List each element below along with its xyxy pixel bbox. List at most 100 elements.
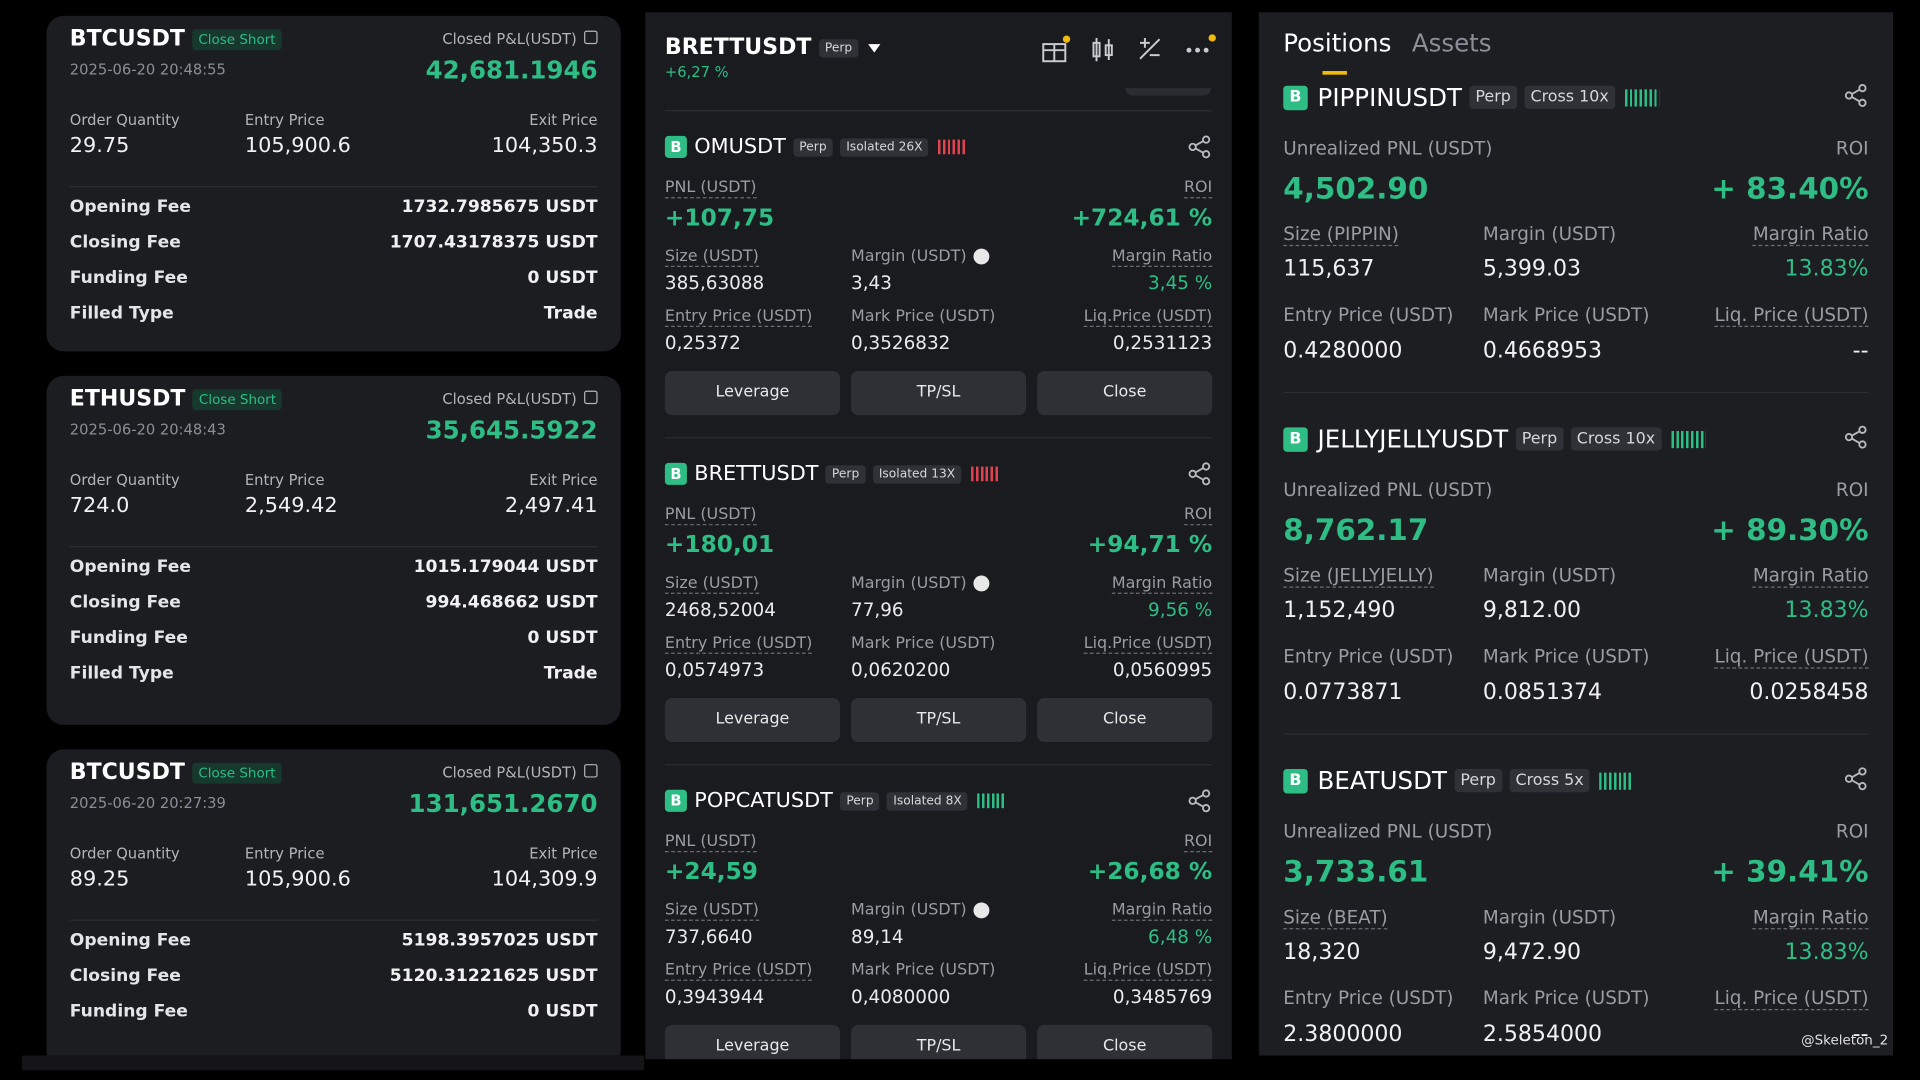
field-label: Entry Price (USDT): [664, 961, 813, 981]
field-label: Liq.Price (USDT): [1083, 307, 1213, 327]
external-icon: [584, 764, 598, 778]
pnl: 131,651.2670: [408, 788, 598, 818]
fee-value: Trade: [543, 303, 598, 324]
roi-label: ROI: [1835, 820, 1869, 843]
field-value: 9,812.00: [1482, 597, 1582, 624]
field-label: Mark Price (USDT): [1482, 303, 1650, 326]
fee-label: Opening Fee: [69, 557, 192, 577]
side-icon: B: [664, 789, 687, 812]
field-label: Entry Price: [244, 111, 325, 129]
roi: +724,61 %: [1071, 204, 1213, 232]
field-label: Size (JELLYJELLY): [1283, 564, 1434, 588]
field-label: Size (USDT): [664, 574, 759, 594]
pnl-label: Closed P&L(USDT): [442, 390, 598, 408]
field-label: Margin Ratio: [1111, 574, 1213, 594]
tab-underline: [1322, 71, 1347, 75]
action-button[interactable]: TP/SL: [851, 371, 1027, 416]
fee-value: 5120.31221625 USDT: [389, 966, 598, 986]
field-value: 105,900.6: [244, 133, 351, 158]
field-label: Entry Price (USDT): [1283, 986, 1454, 1009]
action-button[interactable]: Leverage: [664, 697, 841, 743]
pnl-label: PNL (USDT): [664, 832, 757, 853]
tab[interactable]: Assets: [1411, 28, 1492, 58]
position: B PIPPINUSDT Perp Cross 10x Unrealized PNL (…: [1259, 81, 1893, 418]
field-value: 0,25372: [664, 331, 741, 354]
roi-label: ROI: [1183, 832, 1213, 853]
pnl: 42,681.1946: [425, 55, 598, 85]
tab[interactable]: Positions: [1283, 28, 1392, 58]
field-value: 0.0851374: [1482, 679, 1603, 706]
position: B BEATUSDT Perp Cross 5x Unrealized PNL (USD…: [1259, 764, 1893, 1055]
signal-bars: [1599, 772, 1634, 790]
position: B POPCATUSDT Perp Isolated 8X PNL (USDT) ROI +…: [645, 789, 1232, 1060]
position-header: B BRETTUSDT Perp Isolated 13X: [664, 461, 1001, 487]
action-button[interactable]: Leverage: [664, 371, 841, 416]
trade-card: ETHUSDT Close Short Closed P&L(USDT) 2025-0…: [46, 375, 621, 725]
share-icon[interactable]: [1188, 135, 1212, 159]
share-icon[interactable]: [1188, 462, 1212, 486]
pnl-label: Closed P&L(USDT): [442, 30, 598, 48]
mode-tag: Cross 5x: [1509, 768, 1590, 793]
dropdown[interactable]: [868, 43, 881, 53]
field-value: 2.3800000: [1283, 1021, 1403, 1047]
field-value: 724.0: [69, 493, 130, 518]
signal-bars: [1671, 430, 1706, 448]
fee-label: Closing Fee: [69, 592, 181, 613]
watermark: @Skeleton_2: [1801, 1032, 1889, 1049]
scroll-stub: [1125, 88, 1212, 96]
middle-panel: BRETTUSDT Perp +6,27 % B OMUSDT Perp Isolated …: [645, 12, 1232, 1060]
share-icon[interactable]: [1844, 83, 1868, 107]
market-header: BRETTUSDT Perp: [665, 34, 881, 60]
field-label: Exit Price: [529, 844, 598, 863]
action-button[interactable]: Close: [1037, 1024, 1213, 1060]
divider: [664, 110, 1213, 112]
external-icon: [584, 30, 598, 45]
field-label: Liq.Price (USDT): [1083, 634, 1213, 654]
field-value: 9,56 %: [1148, 598, 1213, 621]
field-label: Mark Price (USDT): [851, 307, 996, 326]
add-icon: [973, 248, 990, 265]
type-tag: Perp: [1515, 427, 1564, 451]
side-tag: Close Short: [192, 762, 282, 784]
symbol: BRETTUSDT: [694, 461, 819, 487]
mode-tag: Cross 10x: [1570, 427, 1662, 451]
fee-label: Funding Fee: [69, 1001, 188, 1022]
fee-value: 1732.7985675 USDT: [401, 197, 598, 217]
divider: [1283, 733, 1869, 735]
pnl-label: PNL (USDT): [664, 178, 757, 199]
side-icon: B: [664, 135, 687, 158]
field-value: 105,900.6: [244, 866, 351, 892]
share-icon[interactable]: [1844, 767, 1868, 791]
divider: [664, 437, 1213, 439]
action-button[interactable]: Leverage: [664, 1024, 841, 1060]
action-button[interactable]: TP/SL: [851, 697, 1027, 743]
roi: + 83.40%: [1711, 171, 1869, 206]
roi-label: ROI: [1183, 178, 1213, 199]
field-label: Exit Price: [529, 111, 598, 129]
field-value: 2.5854000: [1482, 1021, 1603, 1047]
fee-value: 0 USDT: [527, 268, 598, 288]
action-button[interactable]: TP/SL: [851, 1024, 1027, 1060]
share-icon[interactable]: [1844, 425, 1868, 449]
action-button[interactable]: Close: [1037, 371, 1213, 416]
action-button[interactable]: Close: [1037, 697, 1213, 743]
signal-bars: [971, 466, 1001, 482]
side-icon: B: [1283, 768, 1308, 793]
roi-label: ROI: [1183, 505, 1213, 526]
roi: + 89.30%: [1711, 513, 1869, 548]
position: B OMUSDT Perp Isolated 26X PNL (USDT) ROI +107…: [645, 135, 1232, 453]
field-value: 18,320: [1283, 939, 1361, 965]
field-label: Size (BEAT): [1283, 906, 1388, 930]
share-icon[interactable]: [1188, 789, 1212, 813]
field-value: 0,3485769: [1112, 985, 1213, 1008]
side-tag: Close Short: [192, 28, 282, 50]
field-label: Order Quantity: [69, 111, 180, 129]
symbol: BEATUSDT: [1317, 765, 1447, 796]
pnl: 8,762.17: [1283, 513, 1429, 548]
field-value: 9,472.90: [1482, 939, 1582, 965]
fee-label: Funding Fee: [69, 628, 188, 648]
field-value: 2468,52004: [664, 598, 776, 621]
fee-value: 1015.179044 USDT: [413, 557, 598, 577]
field-value: 0,2531123: [1112, 331, 1213, 354]
field-label: Liq. Price (USDT): [1714, 303, 1869, 327]
